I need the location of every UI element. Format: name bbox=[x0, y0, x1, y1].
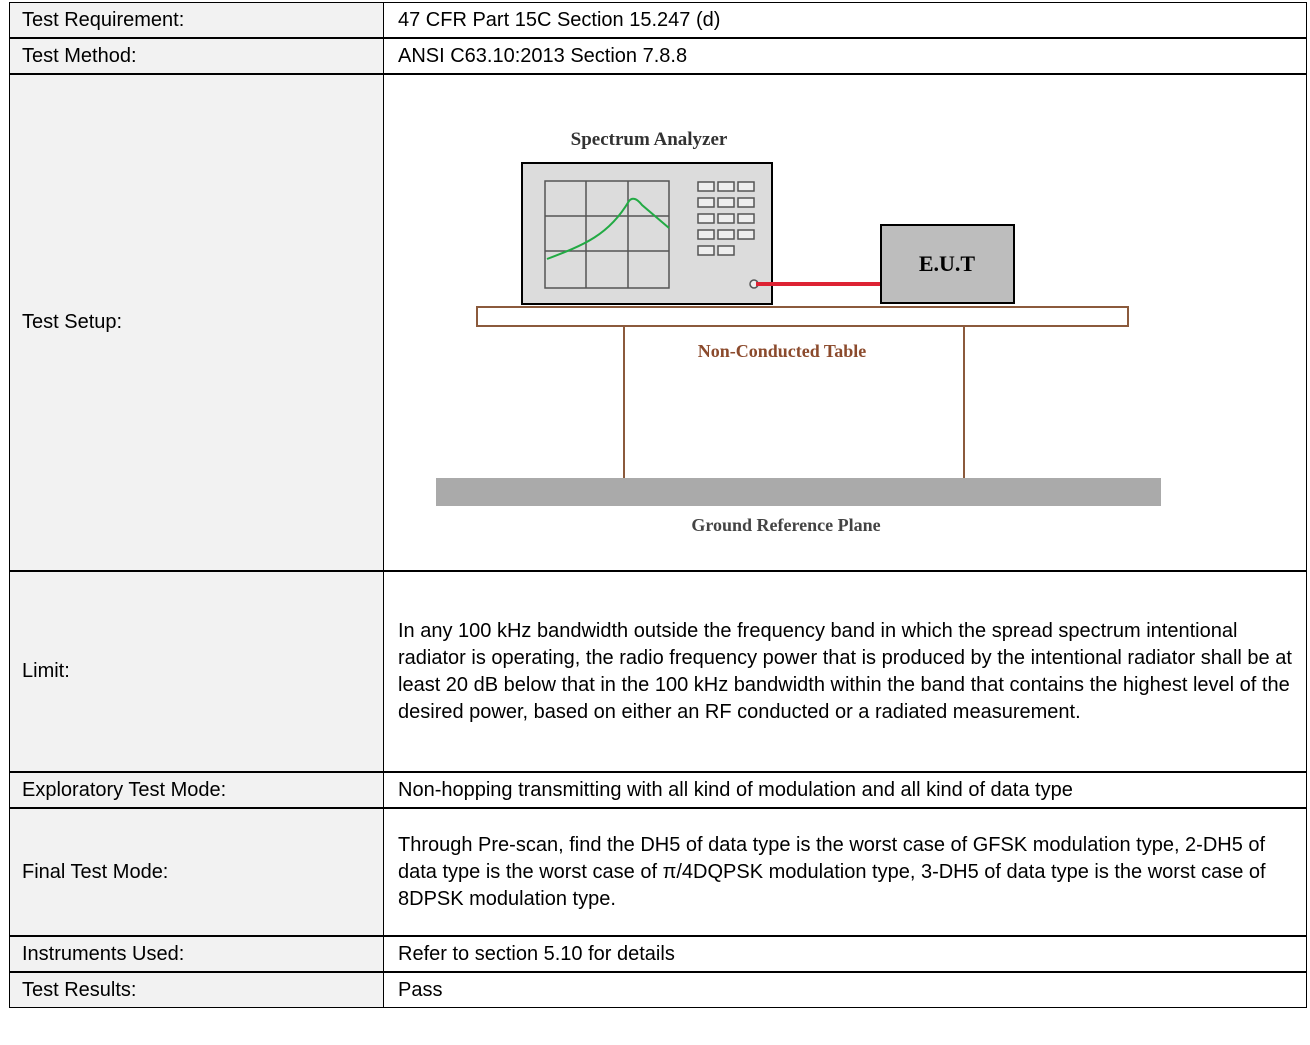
row-value: Non-hopping transmitting with all kind o… bbox=[398, 778, 1073, 801]
table-row: Test Method: ANSI C63.10:2013 Section 7.… bbox=[9, 38, 1307, 74]
row-label: Test Setup: bbox=[10, 75, 384, 570]
row-label: Limit: bbox=[10, 572, 384, 771]
row-value: In any 100 kHz bandwidth outside the fre… bbox=[398, 619, 1292, 723]
row-label: Final Test Mode: bbox=[10, 809, 384, 935]
analyzer-label: Spectrum Analyzer bbox=[571, 129, 728, 150]
ground-plane bbox=[436, 478, 1161, 506]
table-row: Test Requirement: 47 CFR Part 15C Sectio… bbox=[9, 2, 1307, 38]
row-label: Test Results: bbox=[10, 973, 384, 1007]
row-label: Instruments Used: bbox=[10, 937, 384, 971]
table-row: Limit: In any 100 kHz bandwidth outside … bbox=[9, 571, 1307, 772]
row-value: Pass bbox=[398, 978, 443, 1001]
row-value: Refer to section 5.10 for details bbox=[398, 942, 675, 965]
analyzer-screen bbox=[544, 180, 670, 289]
row-value: Through Pre-scan, find the DH5 of data t… bbox=[398, 833, 1266, 910]
table-row: Instruments Used: Refer to section 5.10 … bbox=[9, 936, 1307, 972]
row-value: Spectrum Analyzer E.U bbox=[384, 75, 1306, 570]
row-value: 47 CFR Part 15C Section 15.247 (d) bbox=[398, 8, 721, 31]
eut-label: E.U.T bbox=[919, 251, 976, 276]
setup-diagram: Spectrum Analyzer E.U bbox=[436, 129, 1161, 535]
table-row: Test Results: Pass bbox=[9, 972, 1307, 1008]
ground-label: Ground Reference Plane bbox=[691, 515, 880, 535]
row-label: Test Requirement: bbox=[10, 3, 384, 37]
table-row: Test Setup: Spectrum Analyzer bbox=[9, 74, 1307, 571]
row-value: ANSI C63.10:2013 Section 7.8.8 bbox=[398, 44, 688, 67]
table-row: Exploratory Test Mode: Non-hopping trans… bbox=[9, 772, 1307, 808]
eut-box bbox=[880, 224, 1015, 304]
table-label: Non-Conducted Table bbox=[698, 341, 867, 361]
table-top bbox=[476, 306, 1129, 327]
spectrum-trace bbox=[546, 197, 670, 260]
table-row: Final Test Mode: Through Pre-scan, find … bbox=[9, 808, 1307, 936]
row-label: Test Method: bbox=[10, 39, 384, 73]
row-label: Exploratory Test Mode: bbox=[10, 773, 384, 807]
